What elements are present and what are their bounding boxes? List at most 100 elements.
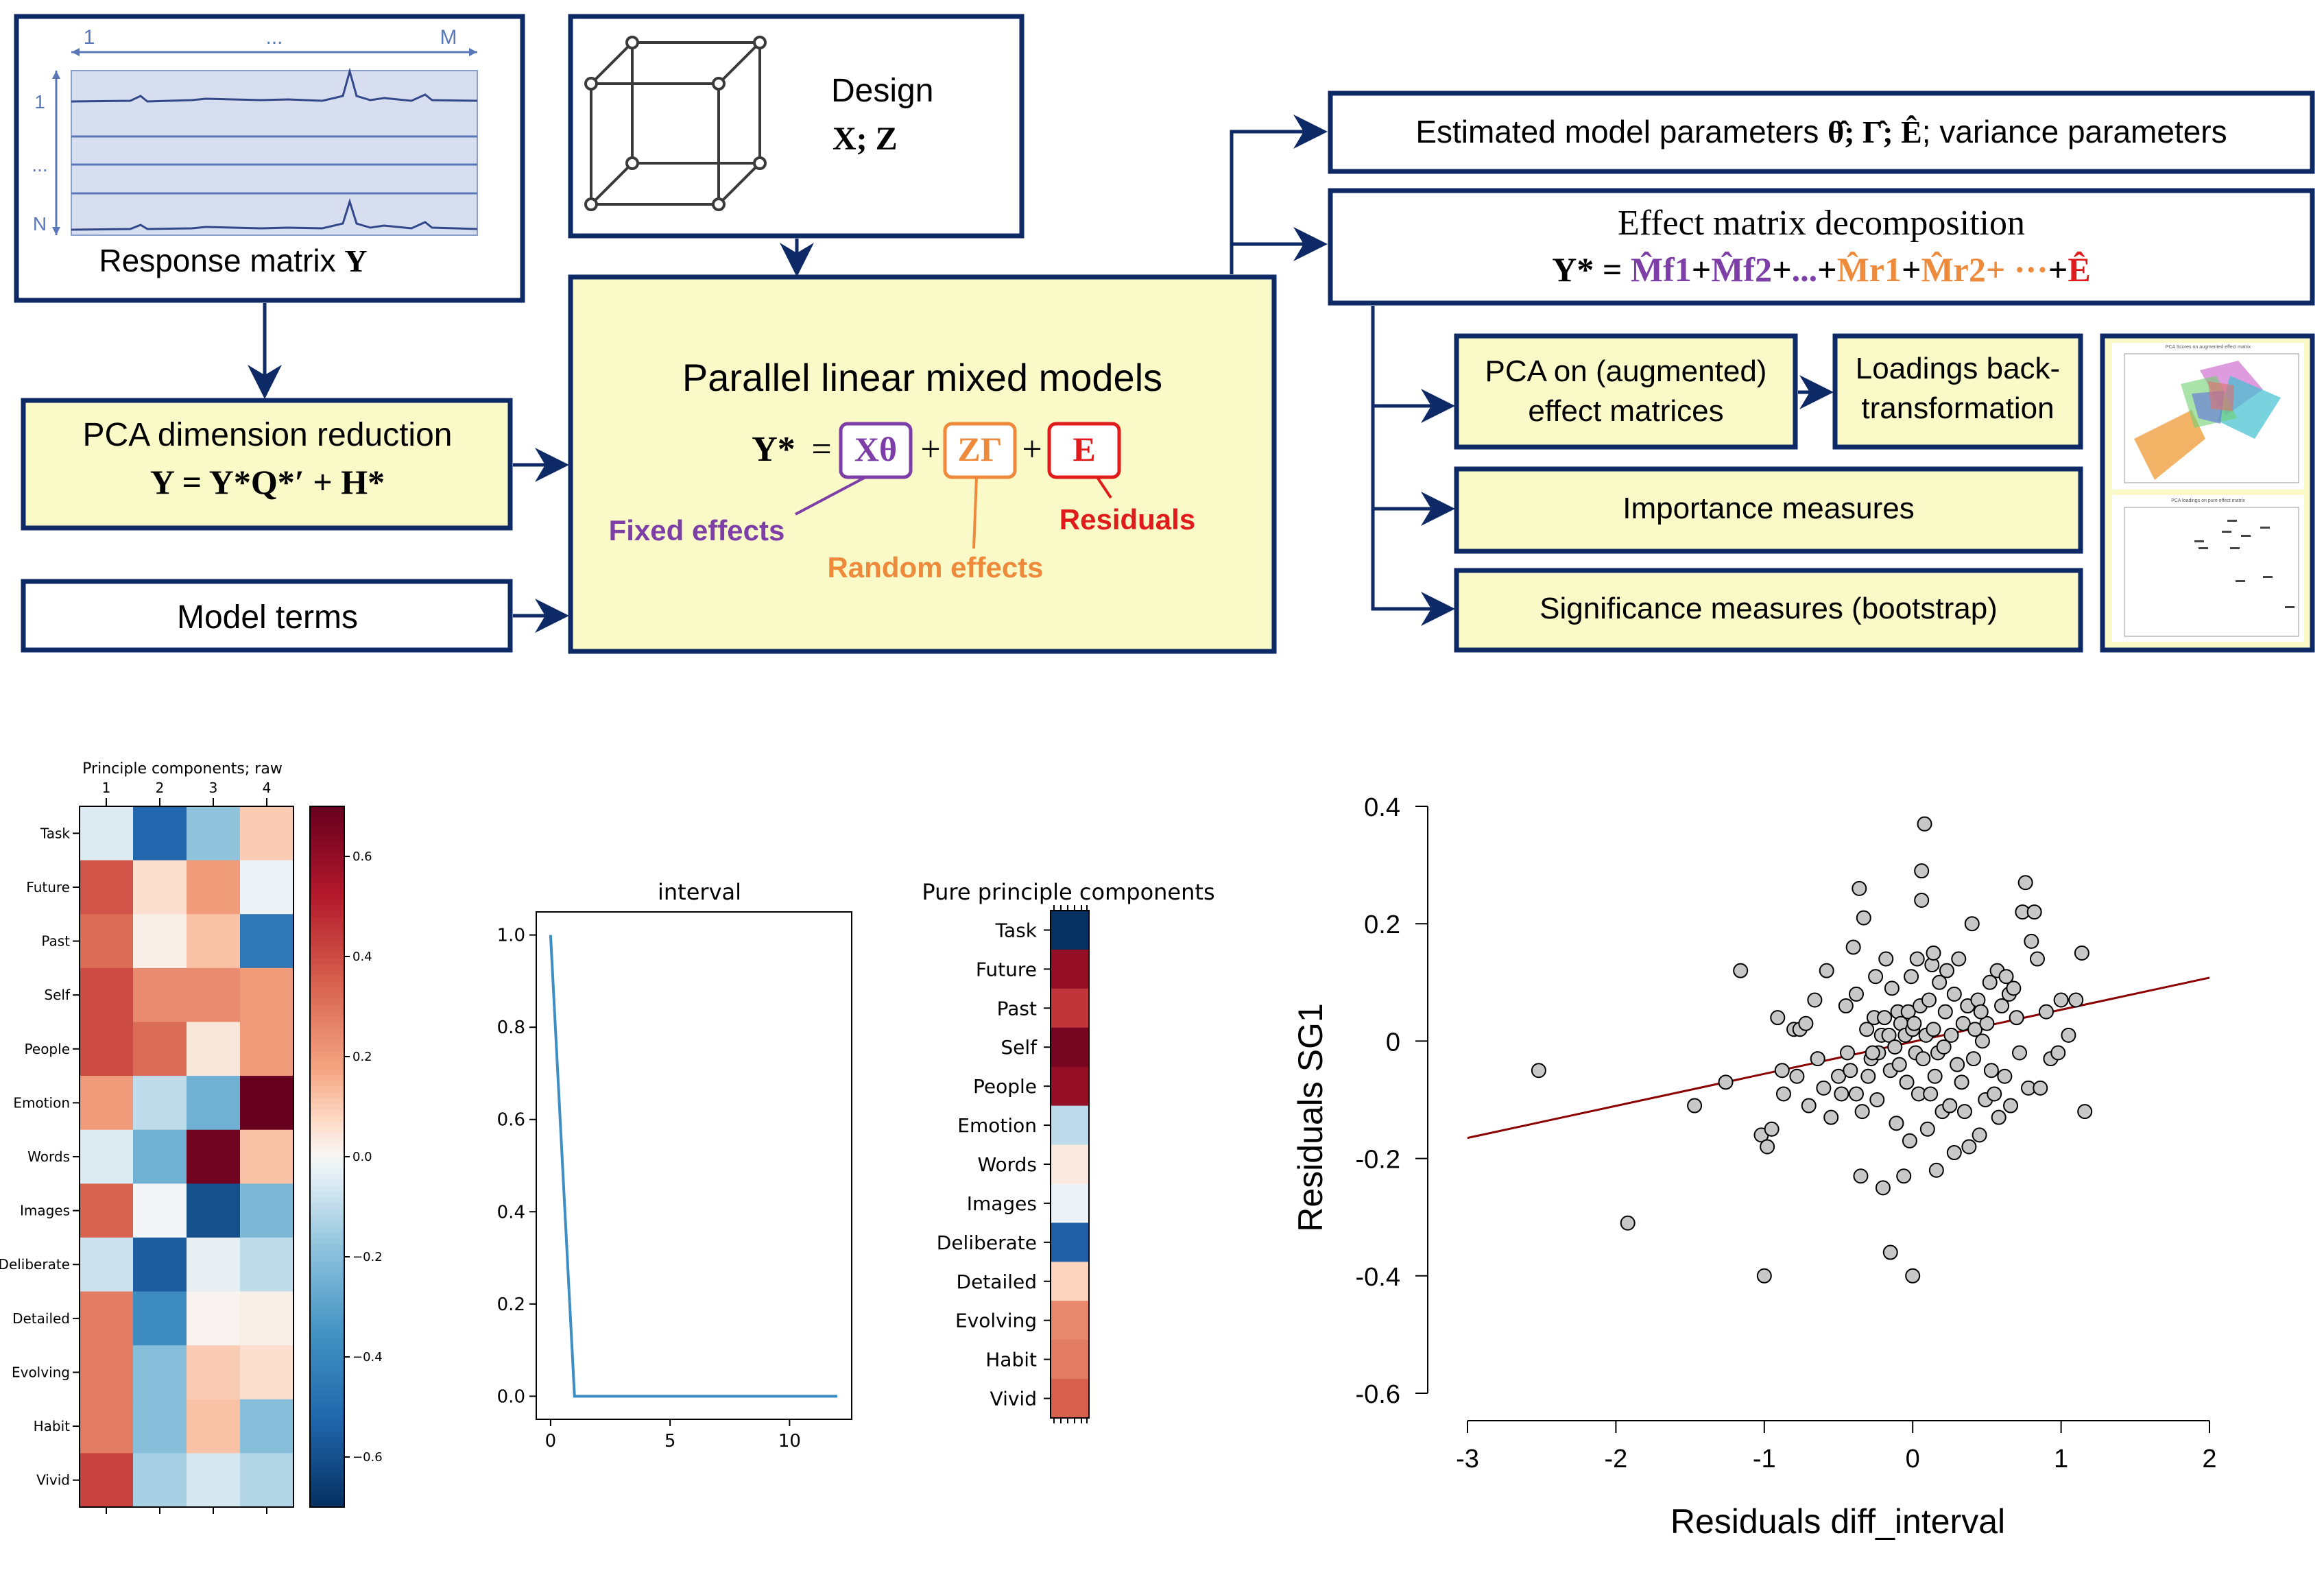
scatter-point [1914,863,1930,879]
spectrum-row-n [71,197,478,231]
scatter-x-tick-label: 2 [2202,1445,2216,1473]
colorbar-segment [310,1232,344,1239]
scatter-axes: -3 -2 -1 0 1 2 0.4 0.2 0 -0.2 -0.4 -0.6 [1356,793,2217,1473]
decomp-term: + [1817,250,1837,289]
scatter-point [1760,1139,1775,1155]
model-terms-box: Model terms [21,579,513,653]
raw-pc-heatmap: Principle components; raw 1 2 3 4 Task Futur… [0,760,383,1514]
scatter-y-tick-label: 0 [1386,1028,1400,1057]
scatter-point [1964,916,1980,932]
pure-heatmap-frame [1050,910,1090,1419]
raw-heatmap-cell [80,1345,134,1400]
colorbar-segment [310,1144,344,1152]
col-label-last: M [440,26,457,49]
colorbar-segment [310,882,344,889]
spectrum-row-1 [71,67,478,103]
colorbar-segment [310,928,344,935]
scatter-point [1770,1010,1786,1026]
loadings-box: Loadings back- transformation [1832,333,2083,450]
scatter-point [1896,1168,1912,1184]
scatter-point [1868,969,1884,985]
thumb-bottom-title: PCA loadings on pure effect matrix [2171,498,2245,503]
raw-heatmap-cell [80,1076,134,1131]
scatter-point [1965,1051,1981,1067]
regression-line [1467,976,2210,1140]
colorbar-segment [310,946,344,953]
colorbar-segment [310,952,344,959]
scatter-point [1823,1109,1839,1125]
interval-y-tick-label: 0.0 [497,1386,525,1407]
colorbar-segment [310,1267,344,1274]
scatter-point [1943,1027,1959,1043]
pca-reduction-title: PCA dimension reduction [83,417,453,453]
raw-heatmap-cells [80,806,294,1508]
scatter-point [1955,1015,1971,1031]
pure-heatmap-bottom-ticks [1053,1418,1088,1423]
scatter-point [1852,880,1867,896]
colorbar-segment [310,1436,344,1443]
raw-heatmap-cell [240,1345,294,1400]
decomp-term: M̂r2 [1921,250,1985,289]
colorbar-segment [310,1116,344,1122]
effect-decomp-title: Effect matrix decomposition [1618,204,2025,243]
fixed-term: Xθ [854,430,897,468]
lmm-plus-1: + [920,430,940,469]
colorbar-segment [310,812,344,819]
colorbar-segment [310,893,344,900]
scatter-point [1860,1068,1876,1084]
pure-heatmap-cell [1051,1105,1089,1146]
colorbar-segment [310,1004,344,1011]
response-matrix-label: Response matrix Y [99,243,367,278]
colorbar-segment [310,841,344,848]
raw-heatmap-cell [240,1076,294,1131]
raw-heatmap-cell [187,806,241,861]
raw-heatmap-col-label: 2 [156,780,165,796]
connector-arrows [248,115,1834,633]
colorbar-segment [310,1215,344,1222]
raw-heatmap-cell [187,1345,241,1400]
colorbar-segment [310,1250,344,1257]
colorbar-segment [310,1290,344,1297]
random-term-box [943,422,1017,479]
loadings-line2: transformation [1861,392,2054,425]
raw-heatmap-cell [133,1291,187,1346]
pure-heatmap-cells [1051,911,1089,1419]
pure-heatmap-cell [1051,1223,1089,1262]
fixed-term-box [839,422,913,479]
raw-heatmap-row-label: Images [20,1203,70,1219]
colorbar-segment [310,1109,344,1116]
scatter-point [1834,1086,1849,1102]
scatter-point [2006,980,2022,996]
raw-heatmap-row-label: Habit [34,1418,71,1434]
pure-heatmap-cell [1051,1340,1089,1380]
pure-heatmap-row-label: Detailed [957,1271,1037,1293]
raw-heatmap-cell [187,1291,241,1346]
scatter-point [2038,1004,2054,1020]
scatter-point [1954,1074,1969,1090]
colorbar-segment [310,911,344,918]
scatter-point [2009,1010,2024,1026]
pure-heatmap-cell [1051,1379,1089,1419]
scatter-ylabel: Residuals SG1 [1291,1003,1330,1232]
row-label-last: N [33,213,47,234]
raw-heatmap-row-label: People [25,1041,70,1057]
residuals-label: Residuals [1059,503,1195,535]
arrow-lmm-to-estimated [1230,115,1328,274]
colorbar-segment [310,1273,344,1280]
response-matrix-box: 1 ... M 1 ... N Response matrix Y [14,14,525,303]
colorbar-segment [310,1471,344,1479]
raw-heatmap-row-label: Task [40,825,71,841]
colorbar-segment [310,1192,344,1199]
scatter-point [1881,1027,1897,1043]
scatter-point [1919,1121,1935,1137]
scatter-point [1801,1098,1817,1113]
interval-x-tick-label: 5 [664,1431,676,1452]
scatter-point [1856,910,1871,926]
scatter-point [2053,992,2069,1008]
raw-heatmap-col-label: 1 [102,780,111,796]
scatter-point [1998,969,2014,985]
colorbar-segment [310,981,344,988]
colorbar-segment [310,876,344,883]
decomp-term: M̂f1 [1631,250,1692,289]
